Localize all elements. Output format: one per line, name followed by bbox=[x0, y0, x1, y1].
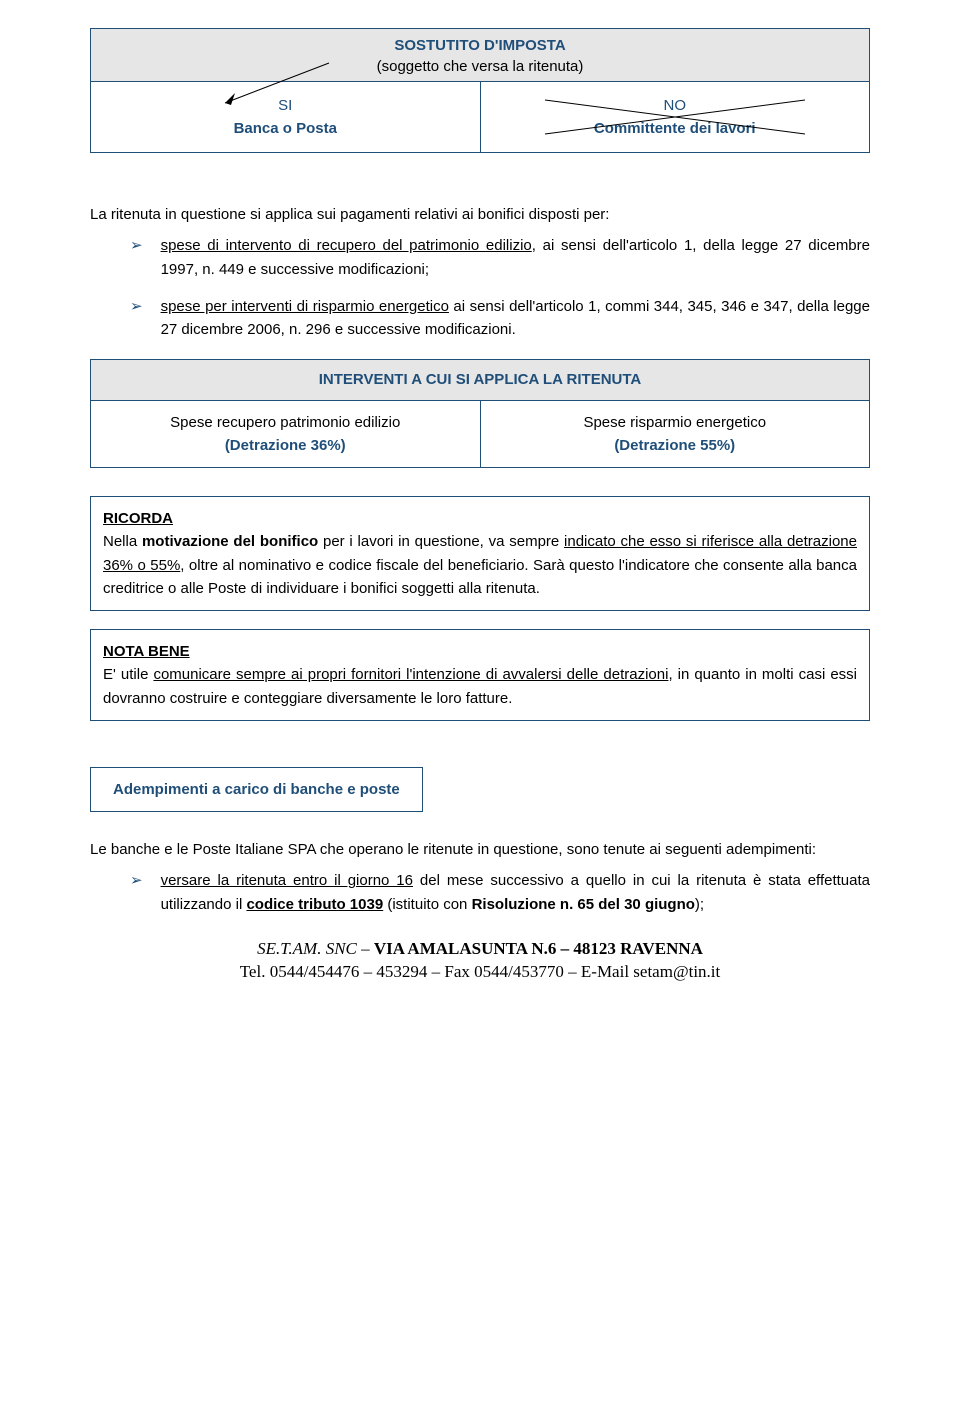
interventi-table: INTERVENTI A CUI SI APPLICA LA RITENUTA … bbox=[90, 359, 870, 468]
para-adempimenti: Le banche e le Poste Italiane SPA che op… bbox=[90, 838, 870, 861]
b2-1f: ); bbox=[695, 896, 704, 913]
intro-para: La ritenuta in questione si applica sui … bbox=[90, 203, 870, 226]
notabene-box: NOTA BENE E' utile comunicare sempre ai … bbox=[90, 629, 870, 721]
ricorda-t1: Nella bbox=[103, 533, 142, 550]
list-item: ➢ versare la ritenuta entro il giorno 16… bbox=[130, 869, 870, 916]
table1-no: NO bbox=[491, 94, 860, 117]
b2-1c: codice tributo 1039 bbox=[246, 896, 383, 913]
table1-subtitle: (soggetto che versa la ritenuta) bbox=[101, 56, 859, 77]
footer-2: Tel. 0544/454476 – 453294 – Fax 0544/453… bbox=[240, 962, 721, 981]
b2-1d: (istituito con bbox=[383, 896, 471, 913]
ricorda-title: RICORDA bbox=[103, 510, 173, 527]
ricorda-t3: per i lavori in questione, va sempre bbox=[318, 533, 564, 550]
triangle-bullet-icon: ➢ bbox=[130, 869, 143, 916]
triangle-bullet-icon: ➢ bbox=[130, 295, 143, 342]
notabene-title: NOTA BENE bbox=[103, 643, 190, 660]
footer-1b: – bbox=[357, 939, 374, 958]
bullet2-underline: spese per interventi di risparmio energe… bbox=[161, 298, 449, 315]
footer-1a: SE.T.AM. SNC bbox=[257, 939, 357, 958]
table2-left2: (Detrazione 36%) bbox=[101, 434, 470, 457]
table2-header: INTERVENTI A CUI SI APPLICA LA RITENUTA bbox=[319, 371, 642, 388]
bullet-list-2: ➢ versare la ritenuta entro il giorno 16… bbox=[130, 869, 870, 916]
table2-right2: (Detrazione 55%) bbox=[491, 434, 860, 457]
table1-left-label: Banca o Posta bbox=[101, 117, 470, 140]
bullet1-underline: spese di intervento di recupero del patr… bbox=[161, 237, 532, 254]
sostituto-table: SOSTUTITO D'IMPOSTA (soggetto che versa … bbox=[90, 28, 870, 153]
list-item: ➢ spese di intervento di recupero del pa… bbox=[130, 234, 870, 281]
triangle-bullet-icon: ➢ bbox=[130, 234, 143, 281]
nb-t1: E' utile bbox=[103, 666, 153, 683]
footer-1c: VIA AMALASUNTA N.6 – 48123 RAVENNA bbox=[374, 939, 703, 958]
table1-title: SOSTUTITO D'IMPOSTA bbox=[101, 35, 859, 56]
table1-right-label: Committente dei lavori bbox=[491, 117, 860, 140]
table1-si: SI bbox=[101, 94, 470, 117]
footer: SE.T.AM. SNC – VIA AMALASUNTA N.6 – 4812… bbox=[90, 938, 870, 984]
nb-t2: comunicare sempre ai propri fornitori l'… bbox=[153, 666, 668, 683]
b2-1e: Risoluzione n. 65 del 30 giugno bbox=[472, 896, 695, 913]
bullet-list-1: ➢ spese di intervento di recupero del pa… bbox=[130, 234, 870, 341]
table2-left1: Spese recupero patrimonio edilizio bbox=[101, 411, 470, 434]
adempimenti-label: Adempimenti a carico di banche e poste bbox=[90, 767, 423, 812]
ricorda-box: RICORDA Nella motivazione del bonifico p… bbox=[90, 496, 870, 611]
ricorda-t5: , oltre al nominativo e codice fiscale d… bbox=[103, 557, 857, 597]
table2-right1: Spese risparmio energetico bbox=[491, 411, 860, 434]
list-item: ➢ spese per interventi di risparmio ener… bbox=[130, 295, 870, 342]
ricorda-t2: motivazione del bonifico bbox=[142, 533, 318, 550]
b2-1a: versare la ritenuta entro il giorno 16 bbox=[161, 872, 413, 889]
